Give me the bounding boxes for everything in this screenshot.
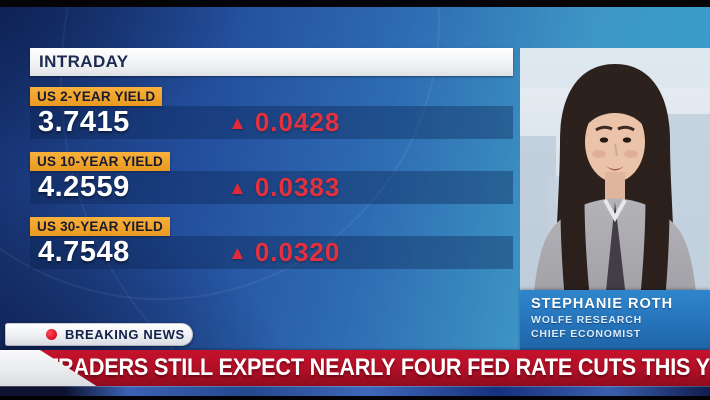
yield-label: US 10-YEAR YIELD — [30, 152, 170, 171]
bottom-letterbox-bar — [0, 396, 710, 400]
up-triangle-icon: ▲ — [228, 178, 248, 199]
breaking-news-label: BREAKING NEWS — [65, 327, 185, 342]
yield-value: 4.7548 — [38, 236, 130, 268]
breaking-news-badge: BREAKING NEWS — [5, 323, 193, 346]
yield-change: ▲ 0.0428 — [228, 106, 340, 142]
top-letterbox-bar — [0, 0, 710, 7]
yield-change-value: 0.0320 — [254, 237, 341, 267]
yield-change-value: 0.0383 — [254, 172, 341, 202]
speaker-nameplate: STEPHANIE ROTH WOLFE RESEARCH CHIEF ECON… — [520, 290, 710, 350]
up-triangle-icon: ▲ — [228, 243, 248, 264]
yield-row: 3.7415 ▲ 0.0428 — [30, 106, 513, 139]
panel-title-bar: INTRADAY — [30, 48, 513, 76]
yield-row: 4.2559 ▲ 0.0383 — [30, 171, 513, 204]
yield-value: 4.2559 — [38, 171, 130, 203]
lower-third-strip — [0, 386, 710, 396]
yield-label: US 30-YEAR YIELD — [30, 217, 170, 236]
breaking-dot-icon — [46, 329, 57, 340]
headline-text: TRADERS STILL EXPECT NEARLY FOUR FED RAT… — [45, 354, 710, 381]
yield-change: ▲ 0.0383 — [228, 171, 340, 207]
speaker-role: CHIEF ECONOMIST — [531, 328, 642, 340]
speaker-name: STEPHANIE ROTH — [531, 296, 674, 312]
yield-change-value: 0.0428 — [254, 107, 341, 137]
up-triangle-icon: ▲ — [228, 113, 248, 134]
yield-change: ▲ 0.0320 — [228, 236, 340, 272]
yield-row: 4.7548 ▲ 0.0320 — [30, 236, 513, 269]
yield-label: US 2-YEAR YIELD — [30, 87, 163, 106]
speaker-organization: WOLFE RESEARCH — [531, 314, 642, 326]
yield-value: 3.7415 — [38, 106, 130, 138]
headline-banner: TRADERS STILL EXPECT NEARLY FOUR FED RAT… — [0, 350, 710, 386]
